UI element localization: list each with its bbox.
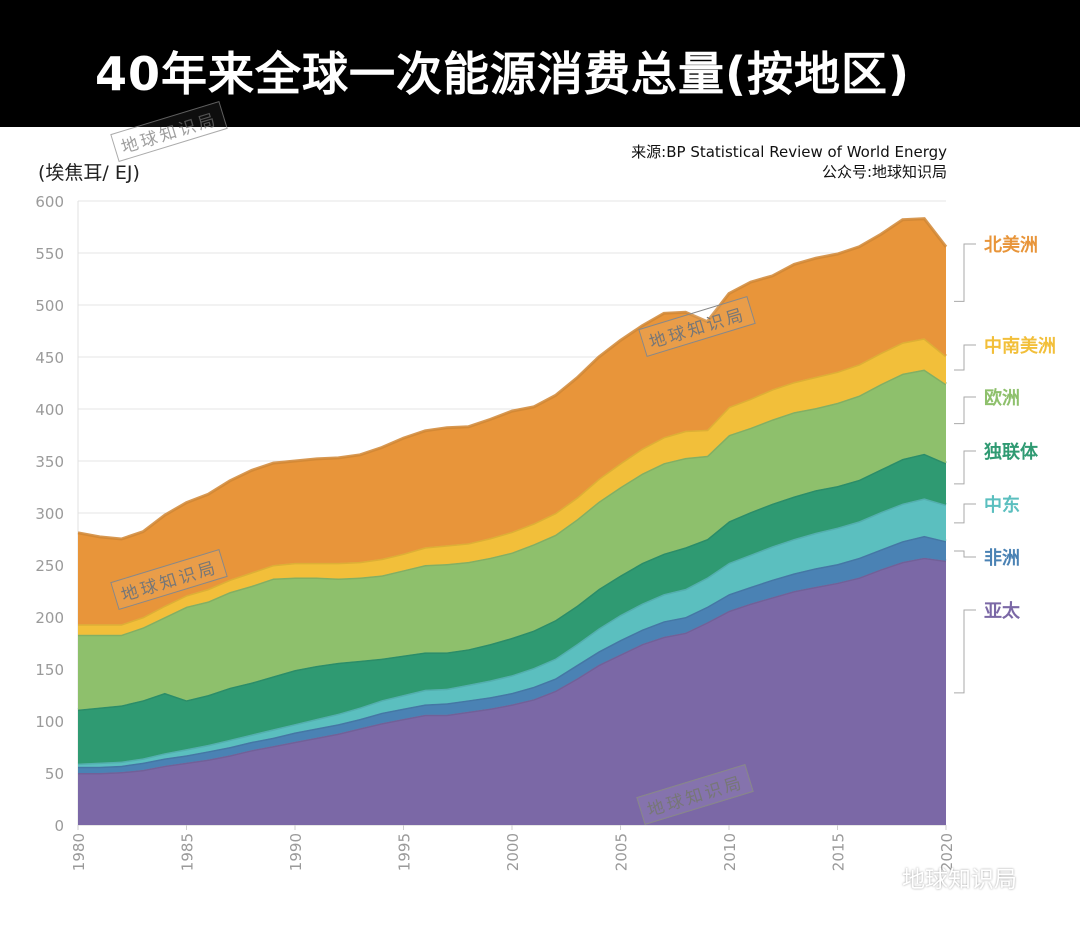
legend-label-北美洲: 北美洲 bbox=[984, 234, 1038, 256]
y-tick-label: 450 bbox=[35, 349, 64, 367]
legend-label-亚太: 亚太 bbox=[984, 600, 1021, 622]
legend-leader-line bbox=[954, 450, 976, 485]
area-中南美洲 bbox=[78, 338, 946, 635]
area-亚太 bbox=[78, 557, 946, 825]
legend-label-独联体: 独联体 bbox=[984, 441, 1039, 463]
y-tick-label: 250 bbox=[35, 557, 64, 575]
legend-leader-line bbox=[954, 609, 976, 694]
legend-label-非洲: 非洲 bbox=[984, 547, 1020, 569]
x-tick-label: 1990 bbox=[287, 833, 305, 871]
y-tick-label: 0 bbox=[54, 817, 64, 835]
title-bar: 40年来全球一次能源消费总量(按地区) bbox=[0, 0, 1080, 127]
area-独联体 bbox=[78, 453, 946, 764]
brand-name: 地球知识局 bbox=[902, 867, 1017, 893]
x-tick-label: 1995 bbox=[396, 833, 414, 871]
legend-leader-line bbox=[954, 503, 976, 524]
area-欧洲 bbox=[78, 369, 946, 710]
page-title: 40年来全球一次能源消费总量(按地区) bbox=[95, 47, 911, 101]
y-tick-label: 50 bbox=[45, 765, 64, 783]
y-tick-label: 500 bbox=[35, 297, 64, 315]
y-tick-label: 350 bbox=[35, 453, 64, 471]
x-tick-label: 2005 bbox=[613, 833, 631, 871]
account-line: 公众号:地球知识局 bbox=[821, 163, 947, 181]
source-line: 来源:BP Statistical Review of World Energy bbox=[631, 143, 947, 161]
x-tick-label: 1985 bbox=[179, 833, 197, 871]
y-axis-unit-label: (埃焦耳/ EJ) bbox=[38, 162, 140, 184]
wechat-icon bbox=[866, 866, 895, 888]
area-北美洲 bbox=[78, 218, 946, 625]
x-tick-label: 1980 bbox=[70, 833, 88, 871]
x-tick-label: 2000 bbox=[504, 833, 522, 871]
legend-leader-line bbox=[954, 396, 976, 425]
y-tick-label: 550 bbox=[35, 245, 64, 263]
y-tick-label: 300 bbox=[35, 505, 64, 523]
legend-label-中东: 中东 bbox=[984, 494, 1020, 516]
legend-label-欧洲: 欧洲 bbox=[984, 387, 1020, 409]
x-tick-label: 2020 bbox=[938, 833, 956, 871]
y-tick-label: 200 bbox=[35, 609, 64, 627]
x-tick-label: 2010 bbox=[721, 833, 739, 871]
brand-signature: 地球知识局 bbox=[866, 860, 1017, 894]
y-tick-label: 100 bbox=[35, 713, 64, 731]
legend-label-中南美洲: 中南美洲 bbox=[984, 335, 1056, 357]
source-note: 来源:BP Statistical Review of World Energy… bbox=[631, 142, 947, 182]
y-tick-label: 150 bbox=[35, 661, 64, 679]
area-edge-北美洲 bbox=[77, 217, 948, 541]
legend-leader-line bbox=[954, 243, 976, 302]
legend-leader-line bbox=[954, 550, 976, 558]
x-tick-label: 2015 bbox=[830, 833, 848, 871]
legend-leader-line bbox=[954, 344, 976, 371]
area-中东 bbox=[78, 498, 946, 767]
y-tick-label: 400 bbox=[35, 401, 64, 419]
y-tick-label: 600 bbox=[35, 193, 64, 211]
